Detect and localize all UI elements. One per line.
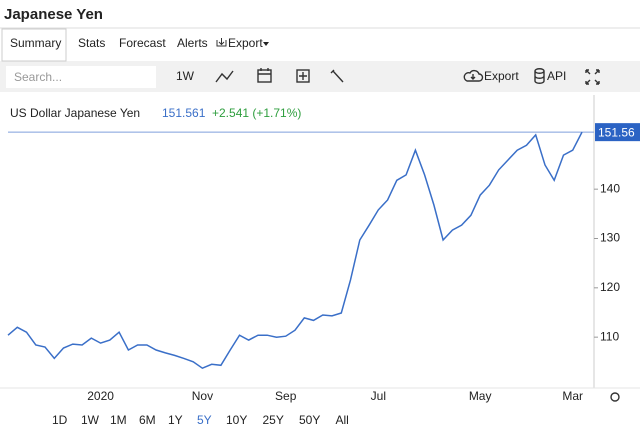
range-button[interactable]: All [336, 413, 349, 427]
export-icon[interactable] [463, 69, 484, 82]
price-line-series [7, 131, 583, 370]
y-tick-label: 130 [600, 231, 620, 245]
tab[interactable]: Alerts [177, 36, 208, 50]
search-box[interactable] [6, 66, 156, 88]
calendar-icon[interactable] [257, 69, 272, 83]
range-button[interactable]: 1W [81, 413, 100, 427]
range-button[interactable]: 1M [110, 413, 127, 427]
interval[interactable]: 1W [176, 69, 195, 83]
range-button[interactable]: 5Y [197, 413, 212, 427]
tool-icon[interactable] [330, 69, 344, 83]
price-change: +2.541 (+1.71%) [212, 106, 301, 120]
x-tick-label: Sep [275, 389, 297, 403]
x-tick-label: Jul [371, 389, 386, 403]
api-icon[interactable] [534, 68, 545, 84]
settings-icon[interactable] [610, 392, 620, 402]
range-button[interactable]: 1D [52, 413, 68, 427]
x-tick-label: 2020 [87, 389, 114, 403]
range-button[interactable]: 1Y [168, 413, 183, 427]
caret [263, 42, 269, 46]
export-button[interactable]: Export [484, 69, 519, 83]
fullscreen-icon[interactable] [585, 69, 600, 85]
chart-title: US Dollar Japanese Yen [10, 106, 140, 120]
last-price: 151.561 [162, 106, 206, 120]
x-tick-label: Mar [562, 389, 583, 403]
price-tag-label: 151.56 [598, 125, 635, 139]
range-button[interactable]: 25Y [263, 413, 284, 427]
calendar-icon-detail [258, 68, 271, 75]
x-tick-label: Nov [192, 389, 213, 403]
page-title: Japanese Yen [4, 6, 103, 23]
tab[interactable]: Export [228, 36, 263, 50]
y-tick-label: 110 [600, 329, 619, 343]
tab[interactable]: Forecast [119, 36, 166, 50]
x-tick-label: May [469, 389, 492, 403]
download-icon [216, 38, 227, 47]
tab-active [1, 28, 67, 62]
range-button[interactable]: 50Y [299, 413, 320, 427]
y-tick-label: 140 [600, 181, 620, 195]
tab[interactable]: Summary [10, 36, 61, 50]
search-placeholder: Search... [14, 70, 62, 84]
range-button[interactable]: 6M [139, 413, 156, 427]
tab[interactable]: Stats [78, 36, 105, 50]
add-icon-detail [299, 72, 307, 80]
price-tag [595, 123, 640, 142]
y-tick-label: 120 [600, 280, 620, 294]
api-button[interactable]: API [547, 69, 566, 83]
range-button[interactable]: 10Y [226, 413, 247, 427]
line-icon[interactable] [215, 70, 234, 83]
add-icon[interactable] [296, 69, 310, 83]
